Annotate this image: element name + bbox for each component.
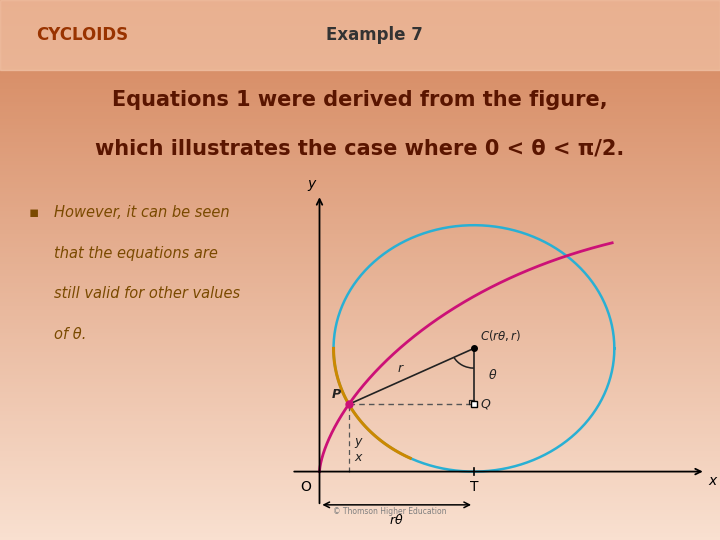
Text: $C(r\theta, r)$: $C(r\theta, r)$ <box>480 328 521 343</box>
Text: $\theta$: $\theta$ <box>488 368 498 382</box>
Text: CYCLOIDS: CYCLOIDS <box>36 26 128 44</box>
Text: still valid for other values: still valid for other values <box>54 286 240 301</box>
Text: r: r <box>397 362 402 375</box>
Text: $r\theta$: $r\theta$ <box>390 514 404 528</box>
Text: ▪: ▪ <box>29 205 39 220</box>
Text: y: y <box>307 177 315 191</box>
Text: However, it can be seen: However, it can be seen <box>54 205 230 220</box>
Text: T: T <box>469 480 478 494</box>
Text: O: O <box>300 480 311 494</box>
Text: x: x <box>354 451 362 464</box>
Text: Example 7: Example 7 <box>326 26 423 44</box>
Text: Equations 1 were derived from the figure,: Equations 1 were derived from the figure… <box>112 90 608 110</box>
Text: Q: Q <box>481 398 491 411</box>
Text: y: y <box>354 435 362 448</box>
Text: of θ.: of θ. <box>54 327 86 342</box>
Text: © Thomson Higher Education: © Thomson Higher Education <box>333 507 446 516</box>
Text: x: x <box>708 474 716 488</box>
Bar <box>0 0 720 70</box>
Text: that the equations are: that the equations are <box>54 246 218 261</box>
Text: P: P <box>331 388 341 401</box>
Text: which illustrates the case where 0 < θ < π/2.: which illustrates the case where 0 < θ <… <box>95 138 625 159</box>
